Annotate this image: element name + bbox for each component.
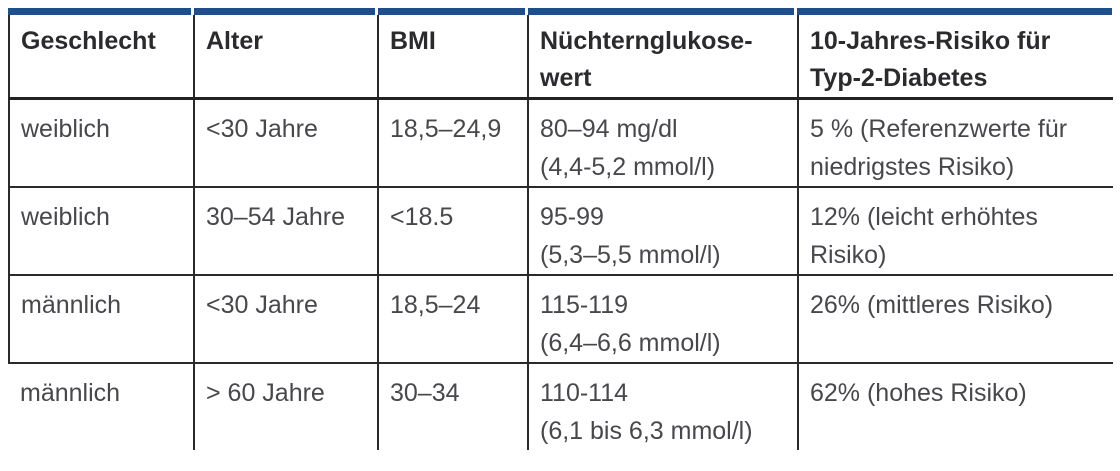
table-top-accent-bar — [8, 8, 1112, 15]
risiko-line: 5 % (Referenzwerte für — [810, 115, 1068, 143]
glukose-line: 95-99 — [540, 203, 604, 231]
header-row: Geschlecht Alter BMI Nüchternglukose-wer… — [8, 15, 1113, 100]
header-line: wert — [540, 64, 592, 92]
cell-bmi: <18.5 — [378, 187, 529, 276]
accent-bar-segment — [8, 8, 191, 15]
table-row: weiblich <30 Jahre 18,5–24,9 80–94 mg/dl… — [8, 98, 1113, 188]
accent-bar-segment — [193, 8, 375, 15]
cell-geschlecht: weiblich — [8, 98, 195, 188]
cell-bmi: 18,5–24,9 — [378, 98, 529, 188]
table-row: männlich <30 Jahre 18,5–24 115-119 (6,4–6… — [8, 275, 1113, 364]
header-line: 10-Jahres-Risiko für — [810, 27, 1051, 55]
col-header-nuechternglukosewert: Nüchternglukose-wert — [528, 15, 799, 100]
cell-geschlecht: männlich — [8, 275, 195, 364]
cell-risiko: 5 % (Referenzwerte für niedrigstes Risiko… — [798, 98, 1113, 188]
col-header-geschlecht: Geschlecht — [8, 15, 195, 100]
glukose-line: 110-114 — [540, 379, 629, 407]
table-row: weiblich 30–54 Jahre <18.5 95-99 (5,3–5,5… — [8, 187, 1113, 276]
glukose-line: 80–94 mg/dl — [540, 115, 678, 143]
diabetes-risk-table: Geschlecht Alter BMI Nüchternglukose-wer… — [8, 15, 1113, 450]
cell-geschlecht: weiblich — [8, 187, 195, 276]
risiko-line: 62% (hohes Risiko) — [810, 379, 1027, 407]
header-line: Nüchternglukose- — [540, 27, 753, 55]
cell-alter: 30–54 Jahre — [194, 187, 379, 276]
cell-risiko: 62% (hohes Risiko) — [798, 363, 1113, 450]
table-row: männlich > 60 Jahre 30–34 110-114 (6,1 bi… — [9, 363, 1113, 450]
col-header-bmi: BMI — [378, 15, 529, 100]
header-line: Typ-2-Diabetes — [810, 64, 988, 92]
cell-risiko: 26% (mittleres Risiko) — [798, 275, 1113, 364]
cell-glukose: 80–94 mg/dl (4,4-5,2 mmol/l) — [528, 98, 799, 188]
cell-risiko: 12% (leicht erhöhtes Risiko) — [798, 187, 1113, 276]
col-header-alter: Alter — [194, 15, 379, 100]
cell-bmi: 30–34 — [378, 363, 529, 450]
risiko-line: niedrigstes Risiko) — [810, 153, 1015, 181]
cell-alter: <30 Jahre — [194, 275, 379, 364]
glukose-line: (6,1 bis 6,3 mmol/l) — [540, 417, 753, 445]
risiko-line: 12% (leicht erhöhtes — [810, 203, 1038, 231]
cell-glukose: 115-119 (6,4–6,6 mmol/l) — [528, 275, 799, 364]
cell-alter: <30 Jahre — [194, 98, 379, 188]
glukose-line: (4,4-5,2 mmol/l) — [540, 153, 716, 181]
cell-bmi: 18,5–24 — [378, 275, 529, 364]
accent-bar-segment — [527, 8, 795, 15]
cell-alter: > 60 Jahre — [194, 363, 379, 450]
accent-bar-segment — [377, 8, 525, 15]
glukose-line: (6,4–6,6 mmol/l) — [540, 329, 721, 357]
col-header-10-jahres-risiko: 10-Jahres-Risiko für Typ-2-Diabetes — [798, 15, 1113, 100]
risiko-line: Risiko) — [810, 241, 887, 269]
cell-glukose: 110-114 (6,1 bis 6,3 mmol/l) — [528, 363, 799, 450]
accent-bar-segment — [797, 8, 1112, 15]
glukose-line: (5,3–5,5 mmol/l) — [540, 241, 721, 269]
cell-glukose: 95-99 (5,3–5,5 mmol/l) — [528, 187, 799, 276]
cell-geschlecht: männlich — [9, 363, 195, 450]
glukose-line: 115-119 — [540, 291, 629, 319]
risiko-line: 26% (mittleres Risiko) — [810, 291, 1054, 319]
